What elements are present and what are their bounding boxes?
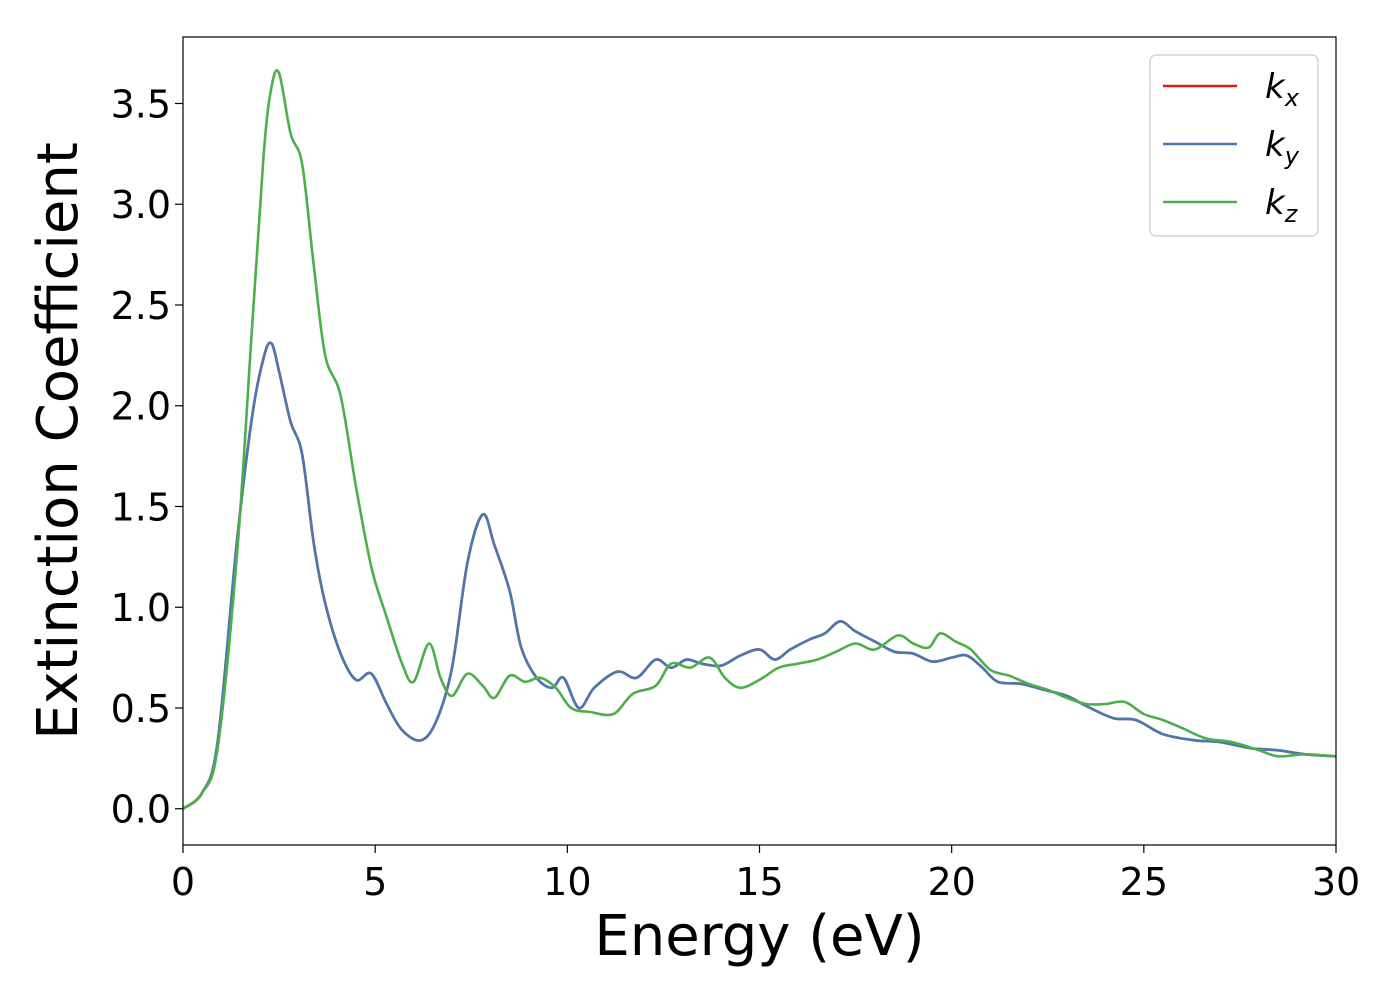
- x-tick-label: 10: [543, 860, 591, 904]
- x-tick-label: 30: [1312, 860, 1360, 904]
- y-axis-label: Extinction Coefficient: [26, 142, 91, 740]
- y-tick-label: 0.0: [111, 788, 171, 832]
- x-tick-label: 25: [1120, 860, 1168, 904]
- y-tick-label: 2.0: [111, 385, 171, 429]
- y-axis: 0.0 0.5 1.0 1.5 2.0 2.5 3.0 3.5: [111, 82, 183, 832]
- y-tick-label: 3.0: [111, 183, 171, 227]
- x-axis-label: Energy (eV): [594, 904, 924, 969]
- y-tick-label: 1.5: [111, 485, 171, 529]
- x-tick-label: 15: [735, 860, 783, 904]
- y-tick-label: 0.5: [111, 687, 171, 731]
- y-tick-label: 3.5: [111, 82, 171, 126]
- x-tick-label: 20: [927, 860, 975, 904]
- y-tick-label: 2.5: [111, 284, 171, 328]
- x-tick-label: 5: [363, 860, 387, 904]
- y-tick-label: 1.0: [111, 586, 171, 630]
- series-line-kz: [183, 69, 1336, 810]
- legend-box: [1149, 54, 1319, 237]
- x-tick-label: 0: [171, 860, 195, 904]
- series-layer: [183, 69, 1336, 810]
- x-axis: 0 5 10 15 20 25 30: [171, 845, 1360, 904]
